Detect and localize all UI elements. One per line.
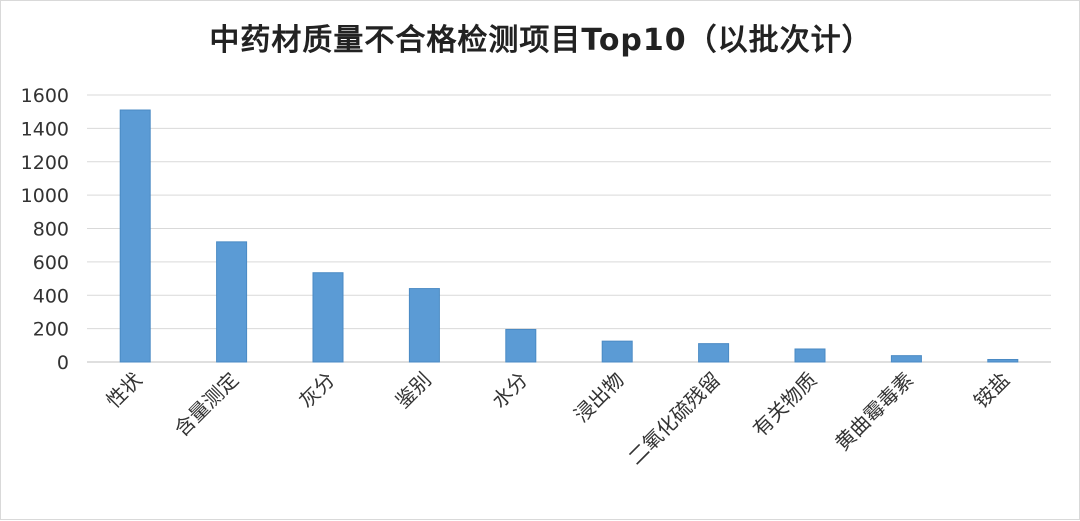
y-tick-label: 1600 bbox=[21, 85, 69, 107]
x-tick-label: 性状 bbox=[101, 368, 146, 413]
y-tick-label: 0 bbox=[57, 352, 69, 374]
y-tick-label: 1000 bbox=[21, 185, 69, 207]
y-tick-label: 1200 bbox=[21, 152, 69, 174]
bar-含量测定 bbox=[216, 241, 248, 363]
bar-黄曲霉毒素 bbox=[890, 355, 922, 363]
y-tick-label: 1400 bbox=[21, 118, 69, 140]
y-tick-label: 400 bbox=[33, 285, 69, 307]
y-tick-label: 200 bbox=[33, 319, 69, 341]
bar-layer bbox=[119, 109, 1019, 363]
x-tick-label: 灰分 bbox=[294, 368, 339, 413]
x-tick-label: 二氧化硫残留 bbox=[623, 368, 725, 470]
grid-layer bbox=[87, 94, 1051, 363]
x-tick-label: 鉴别 bbox=[391, 368, 436, 413]
x-tick-label: 水分 bbox=[487, 368, 532, 413]
x-tick-label: 铵盐 bbox=[969, 368, 1014, 413]
x-tick-label: 有关物质 bbox=[748, 368, 822, 442]
x-tick-label: 黄曲霉毒素 bbox=[830, 368, 918, 456]
y-tick-label: 600 bbox=[33, 252, 69, 274]
bar-水分 bbox=[505, 328, 537, 363]
bar-灰分 bbox=[312, 272, 344, 363]
x-tick-label: 浸出物 bbox=[569, 368, 628, 427]
y-tick-layer: 0 200 400 600 800 1000 1200 1400 1600 bbox=[21, 85, 69, 374]
bar-有关物质 bbox=[794, 348, 826, 363]
bar-铵盐 bbox=[987, 358, 1019, 363]
bar-性状 bbox=[119, 109, 151, 363]
x-tick-label: 含量测定 bbox=[170, 368, 244, 442]
y-tick-label: 800 bbox=[33, 219, 69, 241]
chart-title: 中药材质量不合格检测项目Top10（以批次计） bbox=[209, 23, 873, 58]
bar-鉴别 bbox=[408, 288, 440, 363]
bar-二氧化硫残留 bbox=[698, 343, 730, 363]
bar-浸出物 bbox=[601, 340, 633, 363]
